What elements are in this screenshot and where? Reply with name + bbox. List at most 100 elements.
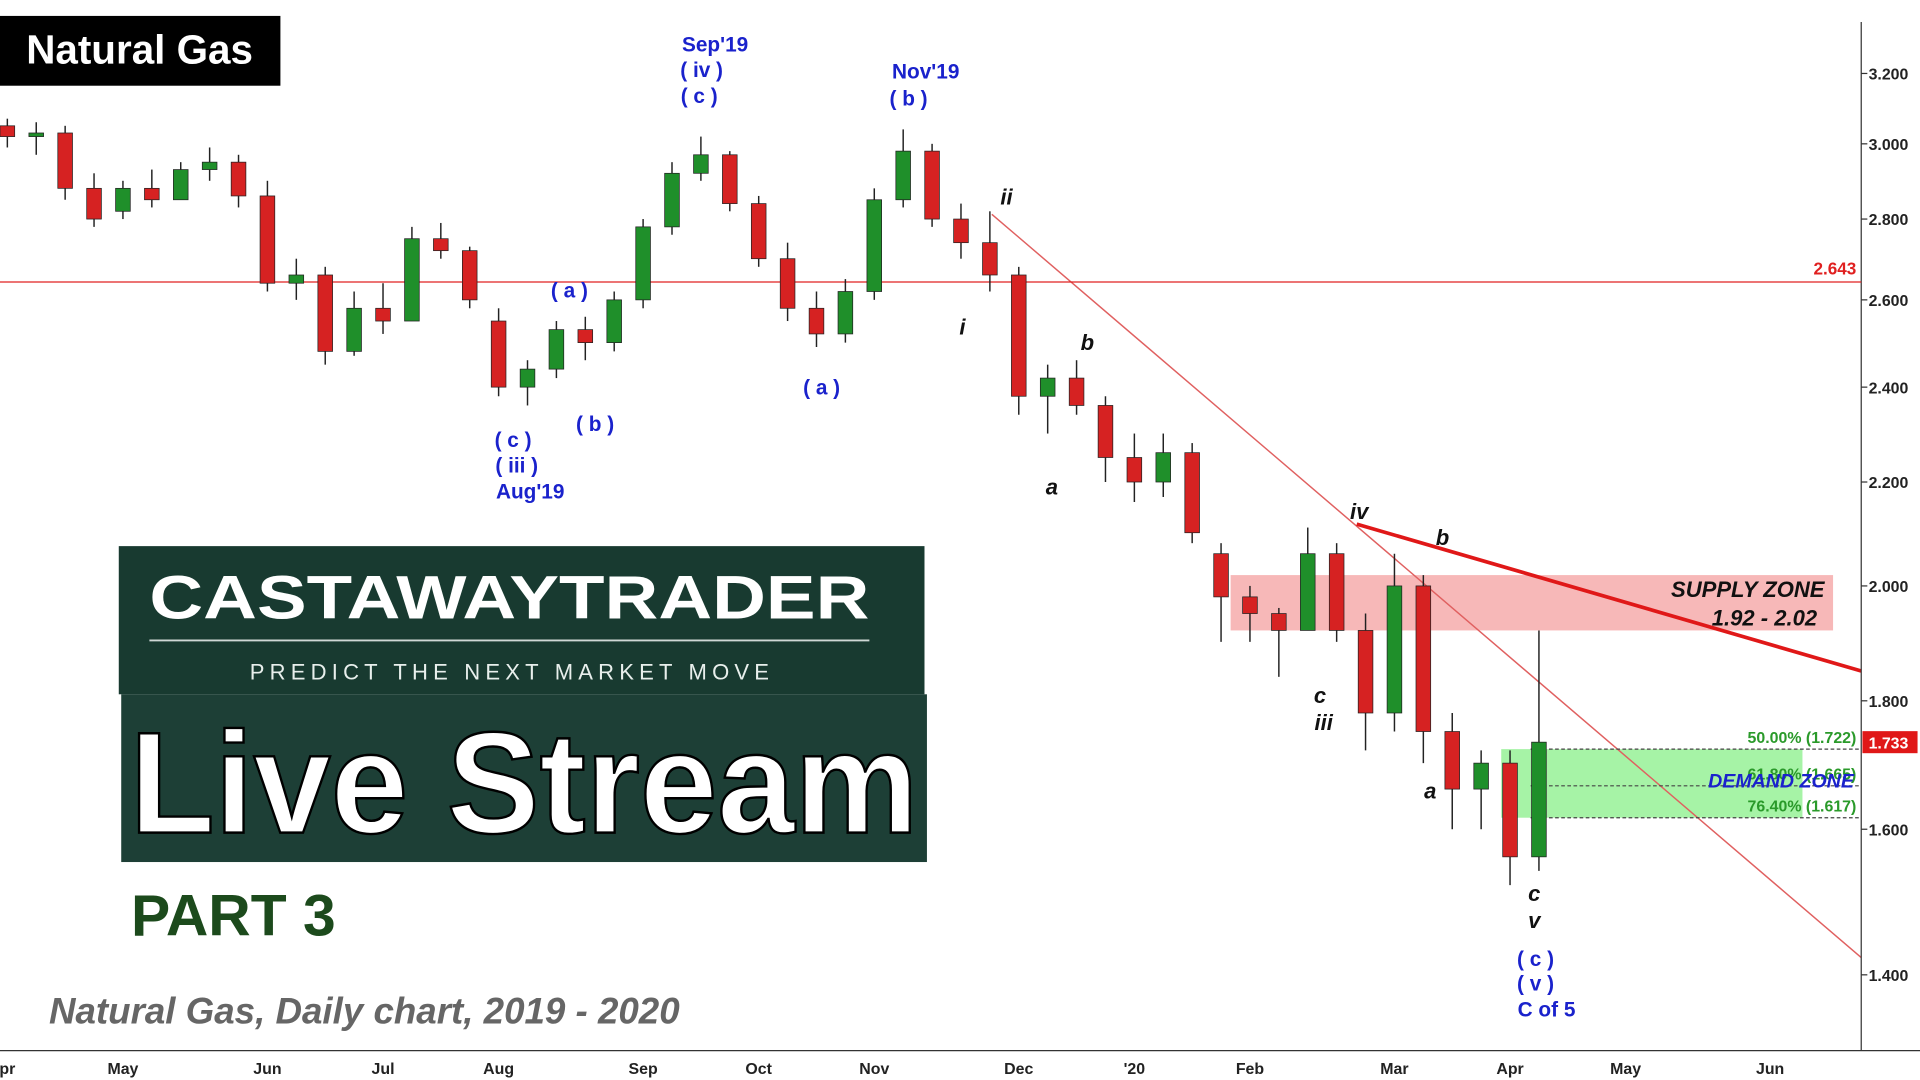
candle-body xyxy=(866,199,882,292)
candle-body xyxy=(750,203,767,260)
demand-zone xyxy=(1501,749,1803,818)
x-tick-label: Apr xyxy=(1496,1061,1523,1078)
x-tick-label: Jun xyxy=(253,1061,281,1078)
x-tick-label: Feb xyxy=(1236,1061,1265,1078)
wave-label: ( a ) xyxy=(803,376,840,399)
candle-body xyxy=(173,169,189,201)
candle-body xyxy=(1415,585,1432,732)
trendline xyxy=(1356,522,1862,673)
wave-label: c xyxy=(1528,881,1540,906)
wave-label: ( b ) xyxy=(890,87,928,110)
wave-label: ( c ) xyxy=(681,85,718,108)
wave-label: a xyxy=(1424,778,1436,803)
y-tick-label: 3.200 xyxy=(1869,67,1909,84)
wave-label: Sep'19 xyxy=(682,33,748,56)
candle-body xyxy=(1386,585,1403,714)
candle-body xyxy=(606,299,622,343)
x-tick-label: Mar xyxy=(1380,1061,1408,1078)
candle-body xyxy=(837,291,854,335)
candle-body xyxy=(0,125,16,137)
x-tick-label: Oct xyxy=(745,1061,772,1078)
wave-label: ii xyxy=(1000,184,1013,209)
candle-body xyxy=(1502,762,1518,858)
wave-label: b xyxy=(1436,525,1449,550)
logo-tagline: PREDICT THE NEXT MARKET MOVE xyxy=(250,660,769,685)
candle-body xyxy=(230,161,247,197)
candle-body xyxy=(1126,457,1143,483)
logo-bg xyxy=(118,546,925,695)
y-tick-label: 2.600 xyxy=(1869,293,1909,310)
y-tick-label: 3.000 xyxy=(1869,137,1909,154)
candle-body xyxy=(1357,630,1374,714)
candle-body xyxy=(1184,452,1200,534)
candle-body xyxy=(722,154,738,204)
candle-body xyxy=(519,368,536,388)
candle-body xyxy=(1011,274,1027,397)
candle-body xyxy=(1068,377,1085,406)
x-tick-label: Jun xyxy=(1756,1061,1784,1078)
x-tick-label: Jul xyxy=(372,1061,395,1078)
wave-label: ( iii ) xyxy=(495,455,538,478)
x-tick-label: May xyxy=(1610,1061,1641,1078)
candle-body xyxy=(28,132,44,137)
wave-label: Aug'19 xyxy=(496,480,565,503)
fib-label: 50.00% (1.722) xyxy=(1748,730,1857,747)
candle-body xyxy=(1097,405,1114,458)
y-tick-label: 1.800 xyxy=(1869,694,1909,711)
candle-body xyxy=(1444,731,1460,790)
wave-label: C of 5 xyxy=(1518,998,1576,1021)
supply-zone-label: SUPPLY ZONE xyxy=(1671,577,1826,602)
candle-body xyxy=(1300,553,1316,631)
wave-label: ( a ) xyxy=(551,280,588,303)
candle-body xyxy=(1039,377,1056,397)
y-tick-label: 2.800 xyxy=(1869,212,1909,229)
wave-label: iv xyxy=(1350,499,1370,524)
wave-label: ( c ) xyxy=(1517,948,1554,971)
title: Natural Gas xyxy=(26,27,253,73)
candle-body xyxy=(1328,553,1345,631)
demand-zone-label: DEMAND ZONE xyxy=(1708,770,1855,792)
candle-body xyxy=(1213,553,1229,598)
candle-body xyxy=(346,307,362,352)
candle-body xyxy=(548,329,565,370)
candle-body xyxy=(924,150,940,220)
candle-body xyxy=(808,307,825,335)
x-tick-label: '20 xyxy=(1124,1061,1146,1078)
last-price-tag xyxy=(1862,731,1918,754)
candle-body xyxy=(317,274,333,352)
wave-label: ( b ) xyxy=(576,413,614,436)
candle-body xyxy=(144,187,160,201)
y-tick-label: 2.200 xyxy=(1869,475,1909,492)
candle-body xyxy=(490,320,507,388)
banner-bg xyxy=(121,694,927,863)
candle-body xyxy=(86,187,102,220)
logo-brand: CASTAWAYTRADER xyxy=(149,563,869,631)
wave-label: ( v ) xyxy=(1517,973,1554,996)
candle-body xyxy=(201,161,218,170)
x-tick-label: Nov xyxy=(859,1061,889,1078)
candle-body xyxy=(433,238,449,252)
wave-label: Nov'19 xyxy=(892,60,959,83)
candle-body xyxy=(462,250,478,301)
x-tick-label: Aug xyxy=(483,1061,514,1078)
candle-body xyxy=(779,258,796,309)
candle-body xyxy=(288,274,305,284)
y-tick-label: 1.400 xyxy=(1869,968,1909,985)
x-tick-label: Dec xyxy=(1004,1061,1033,1078)
candle-body xyxy=(259,195,276,284)
candle-body xyxy=(577,329,594,343)
candle-body xyxy=(693,154,709,174)
wave-label: v xyxy=(1528,908,1542,933)
wave-label: ( c ) xyxy=(495,429,532,452)
y-tick-label: 2.400 xyxy=(1869,380,1909,397)
candle-body xyxy=(635,226,651,301)
part: PART 3 xyxy=(131,884,336,949)
supply-zone-range: 1.92 - 2.02 xyxy=(1712,605,1818,630)
candle-body xyxy=(115,187,131,212)
fib-label: 61.80% (1.665) xyxy=(1748,767,1857,784)
wave-label: iii xyxy=(1314,710,1333,735)
y-tick-label: 2.000 xyxy=(1869,579,1909,596)
wave-label: b xyxy=(1081,330,1094,355)
